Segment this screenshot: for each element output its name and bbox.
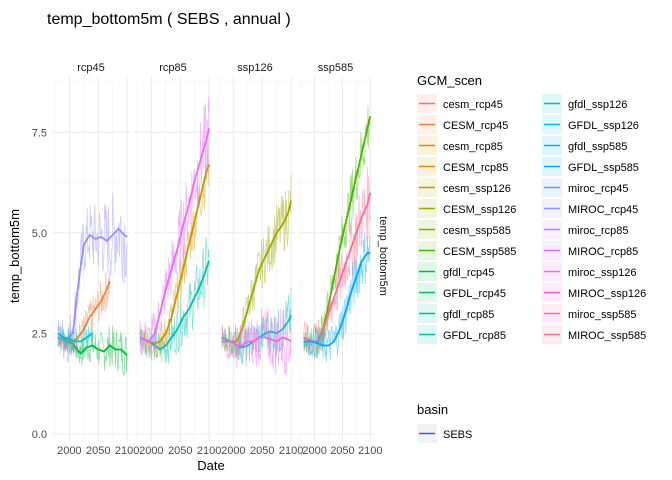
legend-item: cesm_ssp585 <box>417 220 511 239</box>
legend-item: GFDL_ssp126 <box>542 115 639 134</box>
legend-label: CESM_rcp85 <box>443 162 508 174</box>
legend-item: miroc_ssp126 <box>542 262 636 281</box>
facet-label: rcp85 <box>159 62 187 74</box>
panel-ssp126: ssp126 <box>216 62 294 442</box>
legend-item: CESM_ssp126 <box>417 199 516 218</box>
legend-label: miroc_rcp45 <box>568 183 629 195</box>
annual-series-line <box>139 237 210 364</box>
legend-item: GFDL_rcp85 <box>417 325 506 344</box>
legend-item: cesm_rcp45 <box>417 94 503 113</box>
panel-rcp85: rcp85 <box>134 62 212 442</box>
legend-title-gcm: GCM_scen <box>417 73 482 88</box>
legend-item: gfdl_ssp126 <box>542 94 627 113</box>
legend-label: cesm_ssp126 <box>443 183 511 195</box>
x-tick-label: 2000 <box>221 445 245 457</box>
legend-label: gfdl_rcp85 <box>443 309 494 321</box>
legend-label: miroc_ssp126 <box>568 267 636 279</box>
legend-item: cesm_ssp126 <box>417 178 511 197</box>
legend-item: MIROC_ssp126 <box>542 283 646 302</box>
legend-label: miroc_rcp85 <box>568 225 629 237</box>
legend-label: gfdl_ssp585 <box>568 141 627 153</box>
panels-layer: rcp45 rcp85 ssp126 ssp585 <box>52 62 373 442</box>
legend-item: SEBS <box>417 424 472 443</box>
legend-label: GFDL_ssp585 <box>568 162 639 174</box>
legend-label: MIROC_rcp45 <box>568 204 638 216</box>
legend: GCM_scen cesm_rcp45 CESM_rcp45 cesm_rcp85 CE… <box>417 73 646 443</box>
legend-item: miroc_rcp85 <box>542 220 629 239</box>
legend-item: CESM_rcp45 <box>417 115 508 134</box>
legend-label: cesm_ssp585 <box>443 225 511 237</box>
legend-label: SEBS <box>443 429 472 441</box>
x-tick-label: 2050 <box>168 445 192 457</box>
legend-label: MIROC_ssp126 <box>568 288 646 300</box>
x-tick-label: 2100 <box>115 445 139 457</box>
legend-item: CESM_ssp585 <box>417 241 516 260</box>
annual-series-line <box>221 288 292 364</box>
x-tick-label: 2100 <box>358 445 382 457</box>
legend-item: MIROC_ssp585 <box>542 325 646 344</box>
x-axis-label: Date <box>197 458 224 473</box>
legend-label: cesm_rcp45 <box>443 99 503 111</box>
right-strip-label: temp_bottom5m <box>377 216 389 295</box>
legend-label: cesm_rcp85 <box>443 141 503 153</box>
smoothed-trend-line <box>139 128 210 343</box>
x-tick-label: 2000 <box>57 445 81 457</box>
smoothed-trend-line <box>57 227 128 341</box>
legend-label: CESM_ssp585 <box>443 246 516 258</box>
legend-item: gfdl_rcp85 <box>417 304 494 323</box>
panel-rcp45: rcp45 <box>52 62 130 442</box>
annual-series-line <box>139 96 210 358</box>
legend-label: miroc_ssp585 <box>568 309 636 321</box>
legend-item: gfdl_rcp45 <box>417 262 494 281</box>
legend-label: MIROC_rcp85 <box>568 246 638 258</box>
legend-item: GFDL_rcp45 <box>417 283 506 302</box>
legend-item: CESM_rcp85 <box>417 157 508 176</box>
smoothed-trend-line <box>303 252 371 347</box>
legend-item: miroc_ssp585 <box>542 304 636 323</box>
legend-label: GFDL_ssp126 <box>568 120 639 132</box>
y-tick-label: 2.5 <box>32 328 47 340</box>
annual-series-line <box>303 232 371 363</box>
legend-label: gfdl_rcp45 <box>443 267 494 279</box>
legend-item: gfdl_ssp585 <box>542 136 627 155</box>
legend-label: MIROC_ssp585 <box>568 330 646 342</box>
facet-label: ssp126 <box>237 62 272 74</box>
legend-item: cesm_rcp85 <box>417 136 503 155</box>
legend-label: CESM_rcp45 <box>443 120 508 132</box>
axes-layer: 2000 2050 2100 2000 2050 2100 2000 2050 2100 2000… <box>32 127 383 457</box>
x-tick-label: 2050 <box>250 445 274 457</box>
x-tick-label: 2000 <box>139 445 163 457</box>
y-tick-label: 0.0 <box>32 429 47 441</box>
x-tick-label: 2050 <box>330 445 354 457</box>
panel-ssp585: ssp585 <box>298 62 373 442</box>
y-axis-label: temp_bottom5m <box>7 209 22 303</box>
annual-series-line <box>221 175 292 358</box>
legend-label: CESM_ssp126 <box>443 204 516 216</box>
legend-label: GFDL_rcp45 <box>443 288 506 300</box>
annual-series-line <box>57 325 128 377</box>
chart-title: temp_bottom5m ( SEBS , annual ) <box>47 11 291 28</box>
x-tick-label: 2050 <box>86 445 110 457</box>
legend-title-basin: basin <box>417 402 448 417</box>
annual-series-line <box>303 105 371 359</box>
facet-label: rcp45 <box>77 62 105 74</box>
x-tick-label: 2000 <box>302 445 326 457</box>
facet-label: ssp585 <box>318 62 353 74</box>
legend-item: MIROC_rcp85 <box>542 241 638 260</box>
legend-item: miroc_rcp45 <box>542 178 629 197</box>
x-tick-label: 2100 <box>197 445 221 457</box>
legend-item: MIROC_rcp45 <box>542 199 638 218</box>
legend-label: gfdl_ssp126 <box>568 99 627 111</box>
smoothed-trend-line <box>57 332 93 343</box>
legend-item: GFDL_ssp585 <box>542 157 639 176</box>
y-tick-label: 7.5 <box>32 127 47 139</box>
x-tick-label: 2100 <box>279 445 303 457</box>
y-tick-label: 5.0 <box>32 228 47 240</box>
smoothed-trend-line <box>221 336 292 347</box>
legend-label: GFDL_rcp85 <box>443 330 506 342</box>
